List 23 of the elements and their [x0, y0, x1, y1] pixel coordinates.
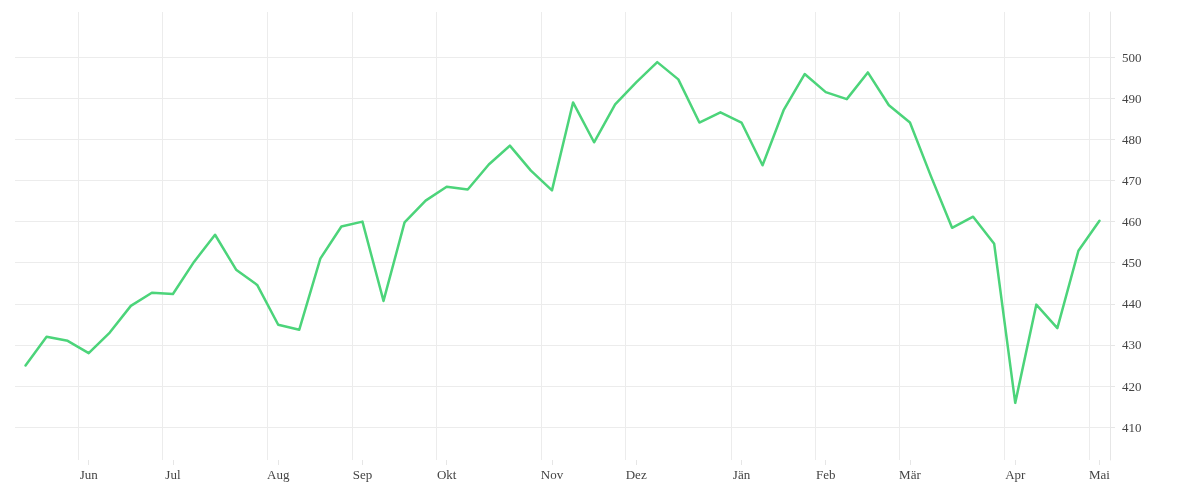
x-tick-label: Dez — [625, 467, 647, 482]
x-tick-label: Jän — [732, 467, 751, 482]
x-tick-label: Apr — [1005, 467, 1027, 482]
y-tick-label: 490 — [1122, 90, 1142, 106]
x-tick-label: Okt — [436, 467, 457, 482]
line-series — [24, 60, 1101, 405]
x-tick-label: Jun — [79, 467, 99, 482]
y-tick-label: 470 — [1122, 173, 1142, 189]
x-tick-label: Mai — [1088, 467, 1111, 482]
y-tick-label: 480 — [1122, 131, 1142, 147]
y-tick-label: 430 — [1122, 337, 1142, 353]
x-tick-label: Sep — [352, 467, 373, 482]
x-tick-label: Jul — [165, 467, 181, 482]
y-tick-label: 460 — [1122, 214, 1142, 230]
y-tick-label: 450 — [1122, 255, 1142, 271]
x-tick-label: Nov — [540, 467, 564, 482]
x-tick-label: Mär — [899, 467, 922, 482]
x-tick-label: Feb — [815, 467, 836, 482]
y-tick-label: 420 — [1122, 378, 1142, 394]
y-tick-label: 500 — [1122, 49, 1142, 65]
y-tick-label: 410 — [1122, 419, 1142, 435]
x-tick-label: Aug — [267, 467, 290, 482]
y-tick-label: 440 — [1122, 296, 1142, 312]
